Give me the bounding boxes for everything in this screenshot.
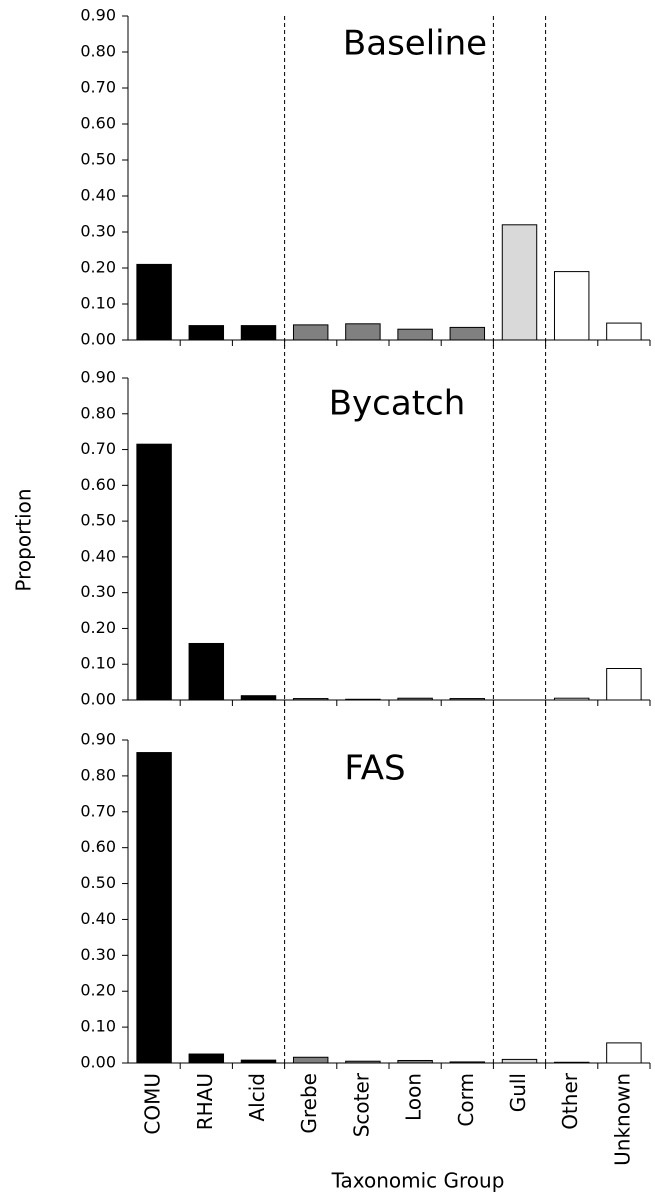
bar (606, 668, 642, 701)
bar (240, 695, 277, 701)
bar (397, 328, 433, 341)
bar (553, 271, 590, 341)
y-tick-label: 0.30 (80, 582, 116, 601)
x-tick-label: RHAU (193, 1073, 217, 1130)
y-tick-label: 0.00 (80, 690, 116, 709)
panel-title: Baseline (343, 24, 487, 64)
y-tick-label: 0.20 (80, 618, 116, 637)
y-tick-label: 0.80 (80, 403, 116, 422)
y-tick-label: 0.90 (80, 6, 116, 25)
y-tick-label: 0.70 (80, 78, 116, 97)
y-axis-label: Proportion (12, 488, 36, 591)
bar (606, 1042, 642, 1064)
y-tick-label: 0.40 (80, 909, 116, 928)
x-axis-label: Taxonomic Group (331, 1169, 505, 1193)
y-tick-label: 0.60 (80, 114, 116, 133)
y-tick-label: 0.40 (80, 546, 116, 565)
y-tick-label: 0.90 (80, 730, 116, 749)
y-tick-label: 0.60 (80, 837, 116, 856)
y-tick-label: 0.50 (80, 150, 116, 169)
y-tick-label: 0.40 (80, 186, 116, 205)
y-tick-label: 0.60 (80, 475, 116, 494)
x-tick-label: Alcid (245, 1073, 269, 1122)
x-tick-label: Grebe (297, 1073, 321, 1134)
y-tick-label: 0.00 (80, 330, 116, 349)
x-tick-label: Loon (402, 1073, 426, 1121)
bar (188, 642, 225, 701)
x-tick-label: Scoter (349, 1072, 373, 1137)
bar (501, 1058, 538, 1064)
y-tick-label: 0.30 (80, 222, 116, 241)
bar (136, 752, 172, 1064)
x-tick-label: COMU (141, 1073, 165, 1135)
y-tick-label: 0.80 (80, 42, 116, 61)
y-tick-label: 0.10 (80, 654, 116, 673)
y-tick-label: 0.80 (80, 765, 116, 784)
bar (136, 443, 172, 701)
bar (292, 1056, 329, 1064)
y-tick-label: 0.50 (80, 511, 116, 530)
bar (240, 325, 277, 341)
y-tick-label: 0.20 (80, 981, 116, 1000)
y-tick-label: 0.70 (80, 439, 116, 458)
y-tick-label: 0.10 (80, 294, 116, 313)
panel-title: Bycatch (329, 384, 466, 424)
bar (345, 323, 381, 341)
bar (188, 1053, 225, 1064)
bar (292, 324, 329, 341)
y-tick-label: 0.70 (80, 801, 116, 820)
x-tick-label: Gull (506, 1073, 530, 1112)
bar (501, 224, 538, 341)
x-tick-label: Corm (454, 1073, 478, 1127)
bar (606, 322, 642, 341)
y-tick-label: 0.10 (80, 1017, 116, 1036)
bar (188, 325, 225, 341)
y-tick-label: 0.30 (80, 945, 116, 964)
y-tick-label: 0.00 (80, 1053, 116, 1072)
x-tick-label: Unknown (610, 1073, 634, 1166)
bar (136, 263, 172, 341)
y-tick-label: 0.90 (80, 368, 116, 387)
y-tick-label: 0.50 (80, 873, 116, 892)
bar (449, 326, 486, 341)
y-tick-label: 0.20 (80, 258, 116, 277)
panel-title: FAS (344, 749, 405, 789)
x-tick-label: Other (558, 1072, 582, 1130)
